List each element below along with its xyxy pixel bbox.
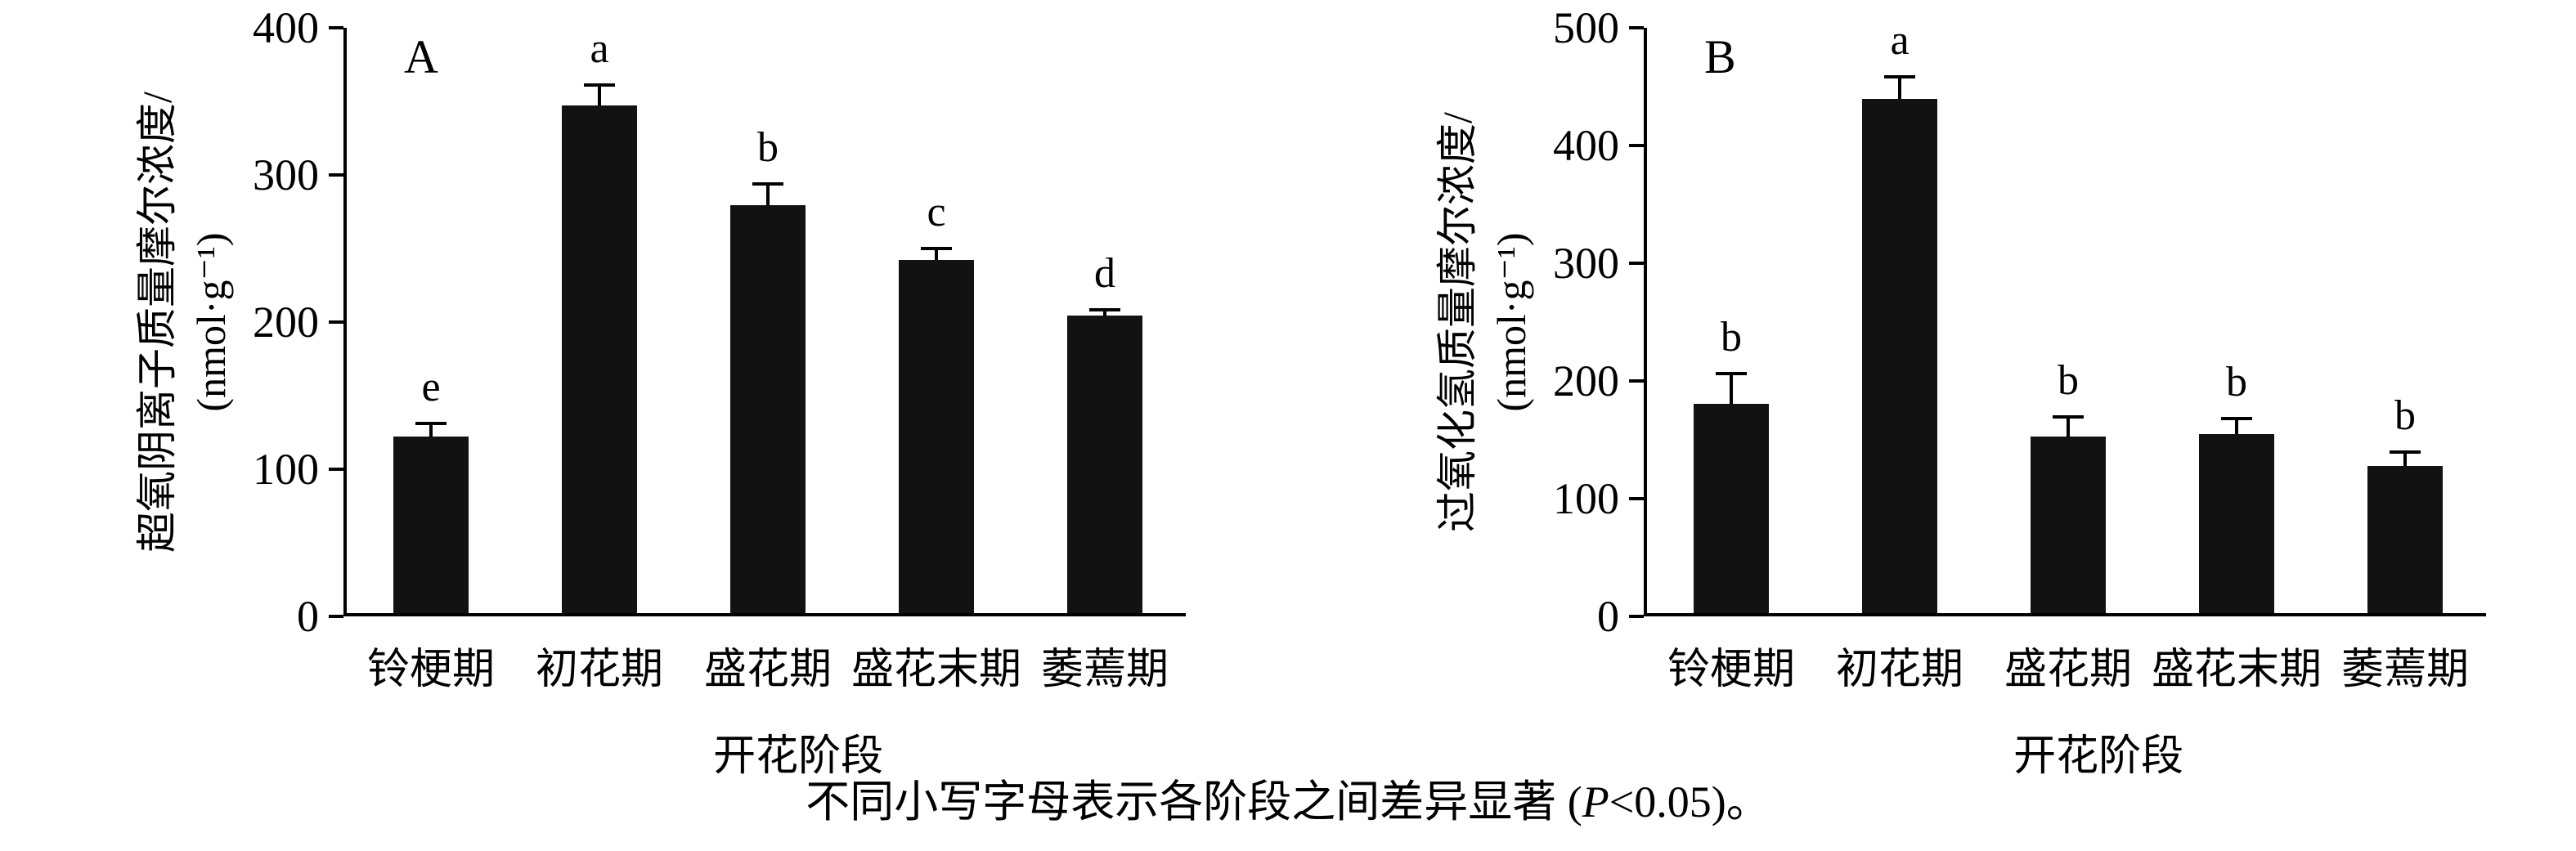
y-axis-tick-label: 300 xyxy=(253,150,319,199)
x-tick-label-铃梗期: 铃梗期 xyxy=(1667,647,1796,693)
y-axis-tick xyxy=(329,26,343,29)
y-axis-title-a-line1: 超氧阴离子质量摩尔浓度/ xyxy=(134,92,180,553)
y-axis-title-b: 过氧化氢质量摩尔浓度/ (nmol·g⁻¹) xyxy=(1423,28,1546,616)
significance-letter: a xyxy=(1890,16,1910,64)
significance-letter: b xyxy=(2226,358,2247,405)
y-axis-tick-label: 500 xyxy=(1553,3,1619,52)
y-axis-tick xyxy=(329,320,343,324)
bar-萎蔫期 xyxy=(1067,316,1142,613)
significance-letter: c xyxy=(927,188,946,235)
y-axis-tick xyxy=(1629,144,1644,147)
chart-panel-a: 超氧阴离子质量摩尔浓度/ (nmol·g⁻¹) A 0 100 200 300 400 e… xyxy=(123,0,1186,780)
significance-letter: e xyxy=(421,364,441,410)
x-axis-title-b: 开花阶段 xyxy=(2013,733,2184,780)
error-bar-stem xyxy=(2235,416,2238,435)
plot-area-b: B 0 100 200 300 400 500 b 铃梗期 a 初花期 b 盛花期 b 盛花末期 b 萎蔫期 xyxy=(1553,6,2486,693)
bar-铃梗期 xyxy=(1694,403,1769,613)
y-axis-tick xyxy=(1629,379,1644,383)
error-bar-cap xyxy=(752,181,783,186)
error-bar-stem xyxy=(766,181,770,206)
x-tick-label-盛花期: 盛花期 xyxy=(703,647,832,693)
y-axis-tick-label: 100 xyxy=(1553,474,1619,523)
error-bar-stem xyxy=(2067,415,2070,437)
y-axis-tick-label: 0 xyxy=(297,592,319,641)
y-axis-tick-label: 300 xyxy=(1553,239,1619,288)
bar-萎蔫期 xyxy=(2367,466,2443,613)
error-bar-cap xyxy=(415,422,447,425)
bar-盛花期 xyxy=(2031,437,2106,613)
x-tick-label-盛花末期: 盛花末期 xyxy=(2151,647,2322,693)
error-bar-stem xyxy=(598,83,601,105)
plot-area-a: A 0 100 200 300 400 e 铃梗期 a 初花期 b 盛花期 c 盛花末期 d 萎蔫期 xyxy=(253,6,1186,693)
caption-p-symbol: P xyxy=(1582,777,1609,826)
error-bar-cap xyxy=(1089,308,1120,312)
significance-letter: b xyxy=(757,123,779,171)
error-bar-stem xyxy=(429,422,433,437)
error-bar-cap xyxy=(2053,415,2084,419)
x-tick-label-铃梗期: 铃梗期 xyxy=(366,647,496,693)
y-axis-tick-label: 100 xyxy=(253,445,319,494)
bar-盛花末期 xyxy=(899,260,974,613)
x-tick-label-盛花末期: 盛花末期 xyxy=(850,647,1022,693)
bar-盛花期 xyxy=(730,205,806,613)
error-bar-cap xyxy=(584,83,615,87)
significance-letter: a xyxy=(590,25,609,72)
y-axis-tick xyxy=(329,615,343,618)
figure-caption: 不同小写字母表示各阶段之间差异显著 (P<0.05)。 xyxy=(0,765,2576,830)
y-axis-title-a-unit: (nmol·g⁻¹) xyxy=(188,232,234,412)
significance-letter: b xyxy=(2058,357,2079,405)
significance-letter: d xyxy=(1094,250,1115,298)
error-bar-cap xyxy=(921,246,952,250)
error-bar-cap xyxy=(2221,416,2252,420)
caption-suffix: <0.05)。 xyxy=(1609,777,1770,826)
bar-初花期 xyxy=(562,105,637,613)
y-axis-title-b-line1: 过氧化氢质量摩尔浓度/ xyxy=(1434,112,1480,532)
y-axis-tick-label: 0 xyxy=(1597,592,1619,641)
y-axis-title-text-b: 过氧化氢质量摩尔浓度/ (nmol·g⁻¹) xyxy=(1430,28,1538,616)
x-tick-label-萎蔫期: 萎蔫期 xyxy=(2340,647,2470,693)
y-axis-tick xyxy=(329,468,343,471)
y-axis-tick xyxy=(1629,615,1644,618)
chart-panel-b: 过氧化氢质量摩尔浓度/ (nmol·g⁻¹) B 0 100 200 300 400 50… xyxy=(1423,0,2486,780)
panel-label-b: B xyxy=(1704,30,1736,83)
charts-row: 超氧阴离子质量摩尔浓度/ (nmol·g⁻¹) A 0 100 200 300 400 e… xyxy=(123,0,2486,780)
y-axis-title-a: 超氧阴离子质量摩尔浓度/ (nmol·g⁻¹) xyxy=(123,28,245,616)
y-axis-tick-label: 200 xyxy=(1553,356,1619,405)
y-axis-tick-label: 400 xyxy=(1553,121,1619,170)
y-axis-title-text-a: 超氧阴离子质量摩尔浓度/ (nmol·g⁻¹) xyxy=(130,28,238,616)
bar-盛花末期 xyxy=(2199,434,2274,613)
error-bar-cap xyxy=(1716,371,1747,375)
caption-text: 不同小写字母表示各阶段之间差异显著 ( xyxy=(806,777,1582,826)
y-axis-tick xyxy=(1629,262,1644,265)
y-axis-tick xyxy=(1629,497,1644,500)
plot-column-b: B 0 100 200 300 400 500 b 铃梗期 a 初花期 b 盛花期 b 盛花末期 b 萎蔫期 … xyxy=(1553,6,2486,780)
y-axis-tick-label: 400 xyxy=(253,3,319,52)
significance-letter: b xyxy=(2394,392,2416,440)
y-axis-tick xyxy=(329,173,343,177)
x-tick-label-初花期: 初花期 xyxy=(1835,647,1964,693)
error-bar-stem xyxy=(1898,74,1901,99)
y-axis-title-b-unit: (nmol·g⁻¹) xyxy=(1488,232,1534,412)
x-tick-label-盛花期: 盛花期 xyxy=(2004,647,2133,693)
error-bar-stem xyxy=(1103,308,1106,316)
x-tick-label-初花期: 初花期 xyxy=(535,647,664,693)
significance-letter: b xyxy=(1721,313,1742,361)
bar-初花期 xyxy=(1862,98,1937,613)
error-bar-cap xyxy=(2390,450,2421,455)
x-tick-label-萎蔫期: 萎蔫期 xyxy=(1040,647,1169,693)
error-bar-stem xyxy=(935,246,938,260)
error-bar-cap xyxy=(1884,74,1915,78)
y-axis-tick-label: 200 xyxy=(253,298,319,347)
x-axis-title-a: 开花阶段 xyxy=(713,733,884,780)
y-axis-tick xyxy=(1629,26,1644,29)
error-bar-stem xyxy=(2403,450,2407,466)
plot-column-a: A 0 100 200 300 400 e 铃梗期 a 初花期 b 盛花期 c 盛花末期 d 萎蔫期 开花阶… xyxy=(253,6,1186,780)
bar-铃梗期 xyxy=(393,437,469,613)
error-bar-stem xyxy=(1730,371,1733,404)
panel-label-a: A xyxy=(404,30,438,83)
